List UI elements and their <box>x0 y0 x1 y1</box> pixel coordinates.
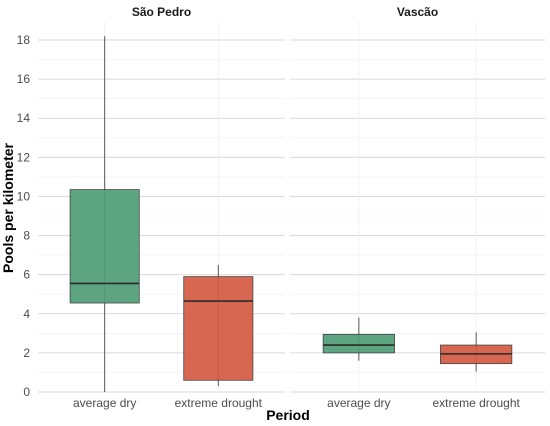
box-extreme-drought <box>183 276 254 381</box>
facet-titles: São Pedro Vascão <box>132 5 438 19</box>
y-tick-label: 8 <box>23 229 30 243</box>
y-tick-label: 14 <box>17 111 31 125</box>
whiskers <box>104 36 477 392</box>
y-tick-label: 18 <box>17 33 31 47</box>
y-tick-label: 12 <box>17 150 31 164</box>
y-tick-label: 4 <box>23 307 30 321</box>
x-tick-label: extreme drought <box>175 396 263 410</box>
y-tick-labels: 0 2 4 6 8 10 12 14 16 18 <box>17 33 31 399</box>
x-tick-label: average dry <box>327 396 390 410</box>
box-average-dry <box>322 333 395 354</box>
x-tick-labels: average dry extreme drought average dry ext… <box>73 396 520 410</box>
x-tick-label: extreme drought <box>432 396 520 410</box>
y-tick-label: 0 <box>23 385 30 399</box>
y-tick-label: 16 <box>17 72 31 86</box>
y-tick-label: 6 <box>23 268 30 282</box>
box-average-dry <box>69 189 140 304</box>
x-tick-label: average dry <box>73 396 136 410</box>
y-tick-label: 10 <box>17 189 31 203</box>
y-tick-label: 2 <box>23 346 30 360</box>
x-axis-label: Period <box>266 407 310 423</box>
y-axis-label: Pools per kilometer <box>0 142 16 272</box>
facet-title: São Pedro <box>132 5 191 19</box>
boxes <box>69 189 513 381</box>
facet-title: Vascão <box>397 5 438 19</box>
